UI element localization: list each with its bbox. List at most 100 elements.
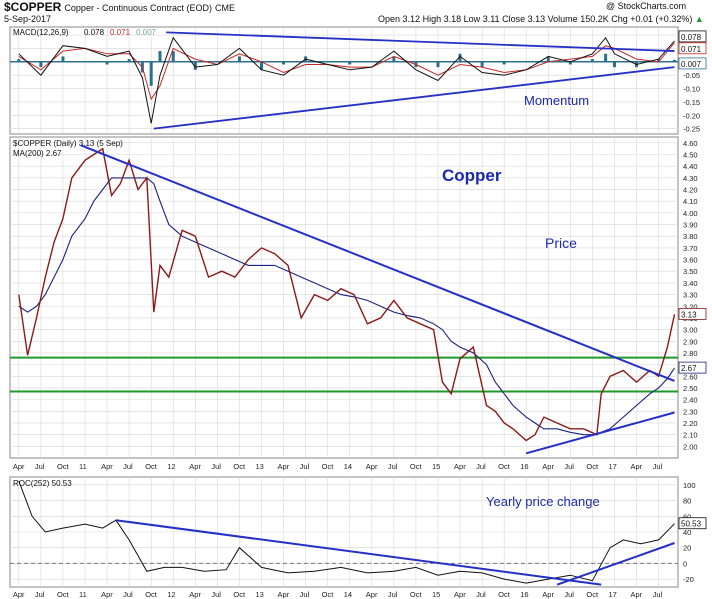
- macd-tick-label: -0.05: [683, 71, 700, 80]
- open-value: 3.12: [402, 14, 421, 24]
- macd-signal-last-value-box: [678, 42, 707, 55]
- macd-legend-hist: 0.007: [136, 28, 157, 37]
- price-tick-label: 3.00: [683, 326, 698, 335]
- chart-date: 5-Sep-2017: [4, 14, 52, 24]
- x-tick-label: Jul: [123, 462, 133, 471]
- price-tick-label: 2.40: [683, 396, 698, 405]
- price-tick-label: 3.40: [683, 279, 698, 288]
- macd-line: [18, 36, 675, 124]
- x-tick-label: Jul: [300, 462, 310, 471]
- macd-trendline: [153, 66, 675, 130]
- high-value: 3.18: [443, 14, 462, 24]
- x-tick-label-bottom: Oct: [233, 590, 246, 599]
- exchange: CME: [215, 3, 236, 13]
- instrument-name: Copper - Continuous Contract (EOD): [64, 3, 212, 13]
- x-tick-label: Oct: [233, 462, 246, 471]
- price-last-value: 3.13: [681, 310, 697, 319]
- x-tick-label: Oct: [586, 462, 599, 471]
- price-tick-label: 3.50: [683, 267, 698, 276]
- price-tick-label: 3.70: [683, 244, 698, 253]
- x-tick-label: Apr: [366, 462, 378, 471]
- macd-tick-label: -0.25: [683, 125, 700, 134]
- x-tick-label: Oct: [322, 462, 335, 471]
- price-tick-label: 2.10: [683, 431, 698, 440]
- price-tick-label: 2.50: [683, 384, 698, 393]
- volume-value: 150.2K: [580, 14, 609, 24]
- macd-signal-line: [18, 42, 675, 101]
- price-trendline: [80, 144, 675, 382]
- x-tick-label: Jul: [35, 462, 45, 471]
- x-tick-label-bottom: Apr: [366, 590, 378, 599]
- volume-label: Volume: [547, 14, 578, 24]
- price-tick-label: 3.60: [683, 256, 698, 265]
- x-tick-label: 16: [520, 462, 528, 471]
- x-tick-label: Jul: [564, 462, 574, 471]
- price-tick-label: 4.60: [683, 139, 698, 148]
- x-tick-label-bottom: Jul: [211, 590, 221, 599]
- price-tick-label: 2.30: [683, 407, 698, 416]
- x-tick-label: Jul: [388, 462, 398, 471]
- macd-frame: [9, 26, 679, 135]
- price-tick-label: 3.80: [683, 232, 698, 241]
- price-tick-label: 4.00: [683, 209, 698, 218]
- roc-tick-label: 20: [683, 544, 691, 553]
- macd-last-value-box: [678, 30, 707, 43]
- x-tick-label-bottom: Jul: [300, 590, 310, 599]
- price-tick-label: 4.20: [683, 186, 698, 195]
- x-tick-label-bottom: Jul: [564, 590, 574, 599]
- chg-value: +0.01 (+0.32%): [630, 14, 693, 24]
- price-tick-label: 2.80: [683, 349, 698, 358]
- symbol: $COPPER: [4, 0, 62, 14]
- x-tick-label: 13: [255, 462, 263, 471]
- macd-annotation: Momentum: [524, 93, 589, 108]
- roc-line: [18, 480, 675, 584]
- roc-last-value: 50.53: [681, 520, 702, 529]
- roc-trendline: [556, 542, 675, 586]
- x-tick-label-bottom: Apr: [631, 590, 643, 599]
- macd-signal-last-value: 0.071: [681, 45, 702, 54]
- ma-last-value-box: [678, 361, 707, 374]
- x-tick-label: Oct: [410, 462, 423, 471]
- roc-legend: ROC(252) 50.53: [13, 479, 72, 488]
- roc-tick-label: 60: [683, 512, 691, 521]
- macd-tick-label: -0.10: [683, 85, 700, 94]
- price-line: [18, 147, 676, 442]
- price-tick-label: 2.60: [683, 372, 698, 381]
- x-tick-label: Apr: [189, 462, 201, 471]
- price-legend-ma: MA(200) 2.67: [13, 149, 62, 158]
- x-tick-label-bottom: Jul: [476, 590, 486, 599]
- x-tick-label: Apr: [631, 462, 643, 471]
- x-tick-label-bottom: Apr: [101, 590, 113, 599]
- macd-legend-macd: 0.078: [84, 28, 105, 37]
- price-trendline: [525, 411, 675, 455]
- price-annotation-title: Copper: [442, 166, 502, 185]
- x-tick-label: Oct: [57, 462, 70, 471]
- x-tick-label: Jul: [476, 462, 486, 471]
- price-tick-label: 3.90: [683, 221, 698, 230]
- price-tick-label: 3.20: [683, 302, 698, 311]
- price-legend-series: $COPPER (Daily) 3.13 (5 Sep): [13, 139, 123, 148]
- low-value: 3.11: [482, 14, 500, 24]
- x-tick-label-bottom: 14: [344, 590, 352, 599]
- macd-panel: 0.100.050.00-0.05-0.10-0.15-0.20-0.25MAC…: [9, 26, 707, 135]
- x-tick-label-bottom: 13: [255, 590, 263, 599]
- x-tick-label-bottom: Jul: [388, 590, 398, 599]
- x-tick-label: Apr: [13, 462, 25, 471]
- low-label: Low: [463, 14, 481, 24]
- x-tick-label-bottom: Jul: [123, 590, 133, 599]
- chg-label: Chg: [611, 14, 628, 24]
- roc-panel: 100 80 60 40 20 0 -20 ROC(252) 50.53 Yearly pric…: [9, 476, 707, 588]
- roc-tick-label: 40: [683, 528, 691, 537]
- macd-hist-last-value-box: [678, 57, 707, 70]
- macd-tick-label: -0.15: [683, 98, 700, 107]
- macd-tick-label: -0.20: [683, 111, 700, 120]
- macd-trendline: [166, 31, 675, 52]
- price-last-value-box: [678, 308, 707, 320]
- x-tick-label: 17: [608, 462, 616, 471]
- price-frame: [9, 136, 679, 459]
- x-tick-label-bottom: Oct: [57, 590, 70, 599]
- macd-legend-label: MACD(12,26,9): [13, 28, 69, 37]
- roc-tick-label: 80: [683, 497, 691, 506]
- roc-trendline: [115, 519, 602, 586]
